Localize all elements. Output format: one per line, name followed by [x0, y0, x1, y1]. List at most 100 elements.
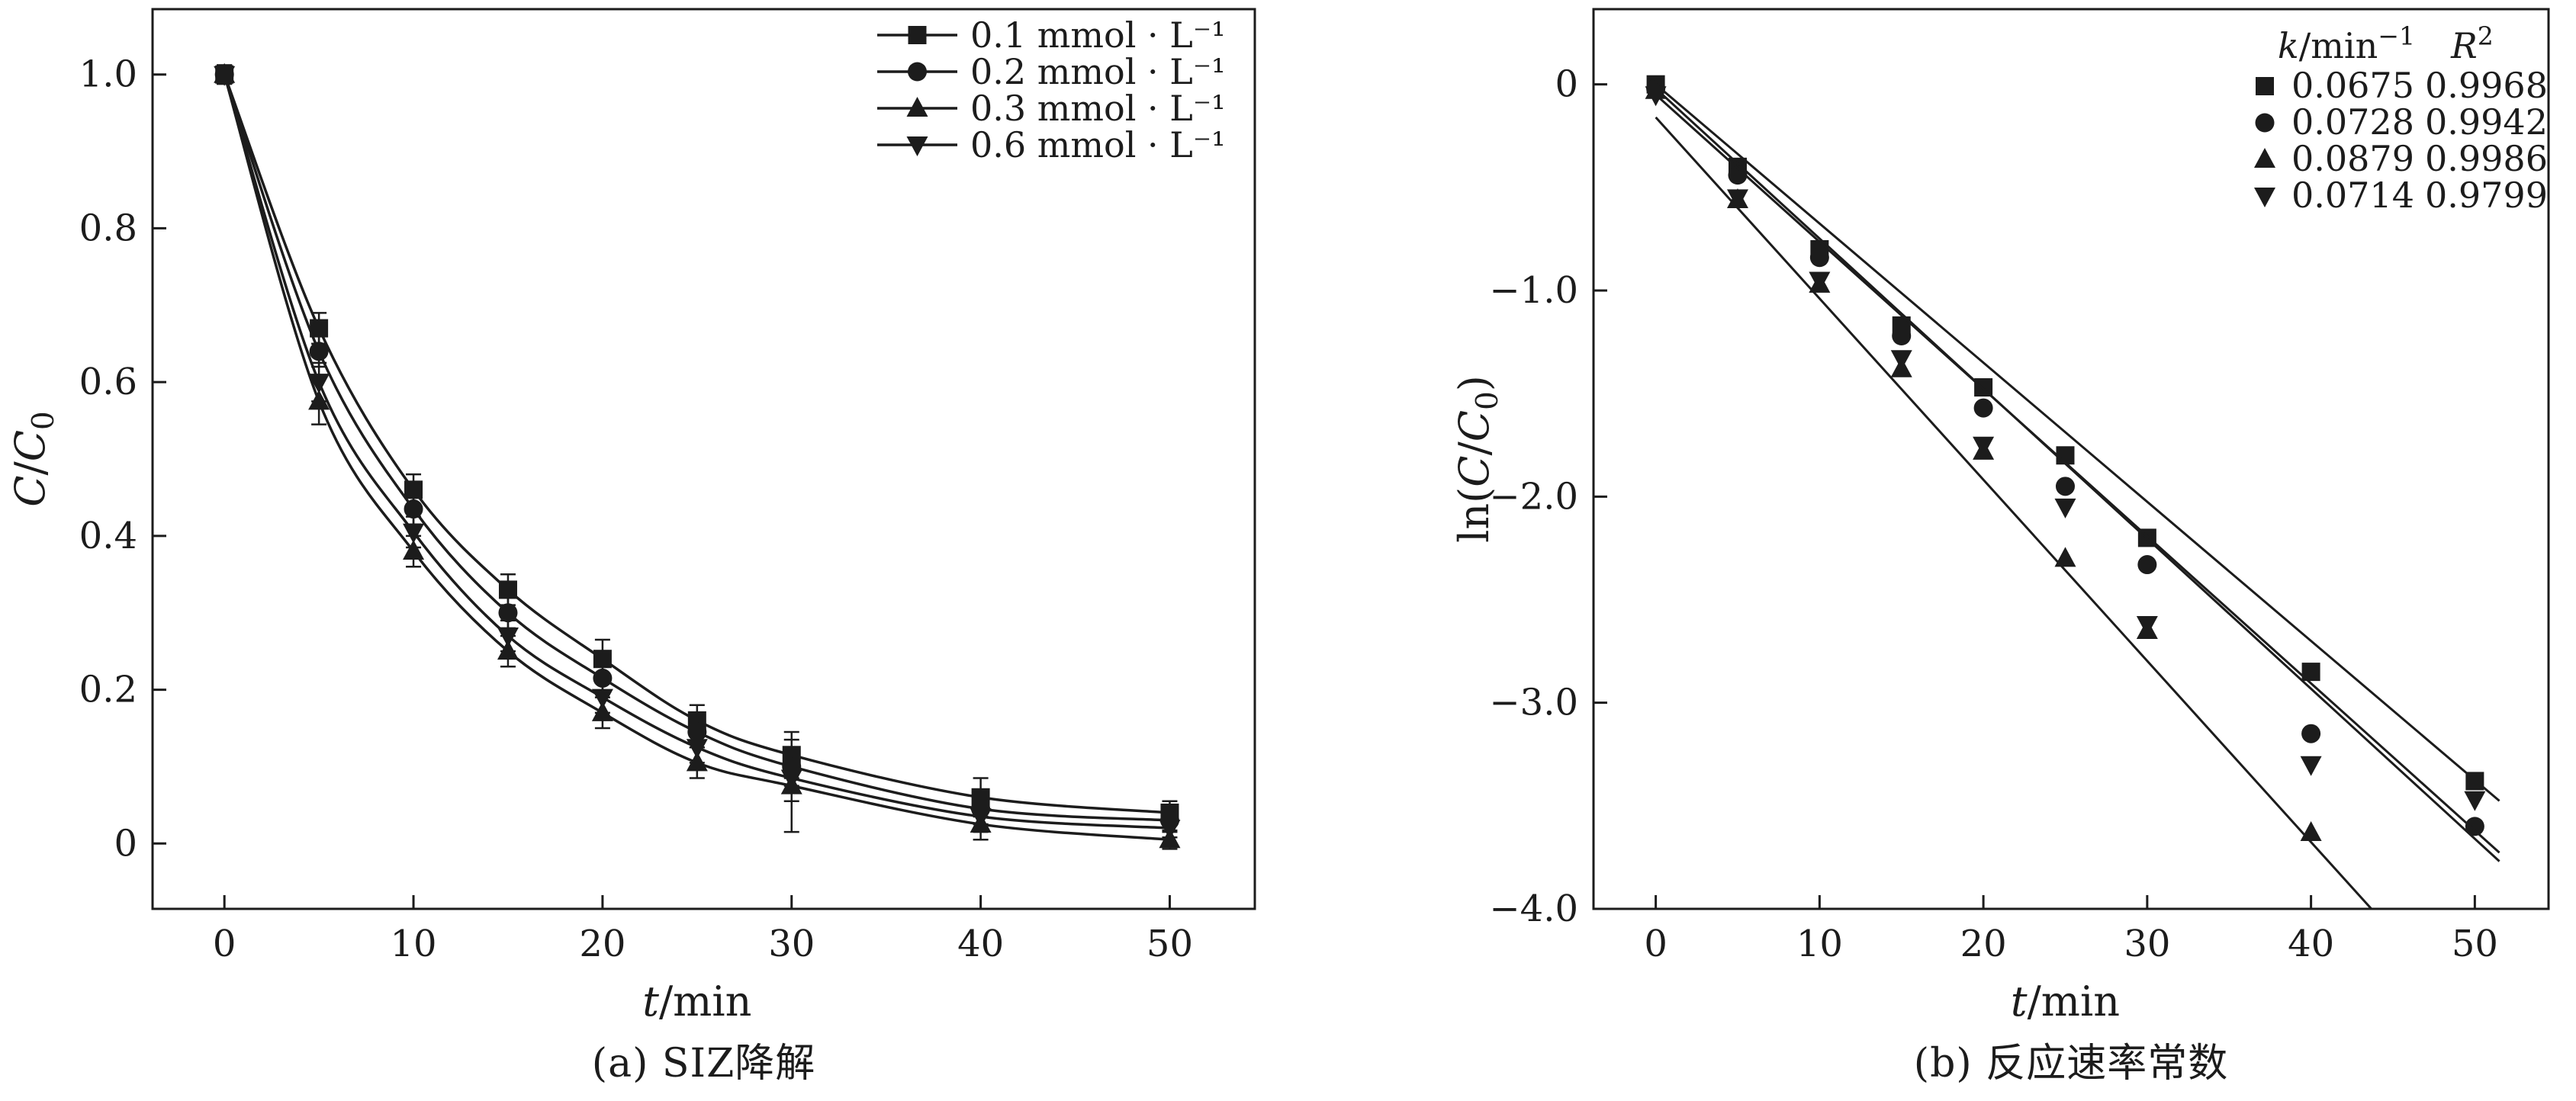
y-tick-label: 0.2 [79, 669, 137, 711]
marker-triangle-down [1890, 350, 1912, 371]
legend-label: 0.1 mmol · L⁻¹ [970, 14, 1226, 56]
legend-r2-value: 0.9799 [2425, 175, 2548, 216]
fit-line [1655, 116, 2372, 910]
marker-circle [908, 62, 927, 82]
marker-circle [1728, 165, 1748, 185]
fit-line [1655, 83, 2500, 802]
x-tick-label: 40 [2288, 923, 2334, 965]
y-axis-label: C/C0 [6, 411, 61, 507]
legend-r2-value: 0.9942 [2425, 101, 2548, 143]
marker-square [498, 580, 517, 599]
y-tick-label: −4.0 [1489, 888, 1578, 930]
x-tick-label: 10 [391, 923, 437, 965]
marker-circle [2137, 555, 2157, 575]
x-tick-label: 30 [768, 923, 815, 965]
x-tick-label: 0 [213, 923, 236, 965]
fit-line [1655, 94, 2500, 854]
legend-k-value: 0.0879 [2291, 138, 2414, 179]
x-tick-label: 40 [957, 923, 1004, 965]
series-triangle-down [1645, 86, 2500, 854]
marker-square [2465, 772, 2484, 791]
marker-triangle-down [308, 374, 330, 394]
marker-circle [1973, 398, 1993, 418]
marker-triangle-down [2254, 188, 2275, 207]
chart-b: 0 10 20 30 40 50 0 −1.0 −2.0 −3.0 −4.0 k/min−1 R2 0.0… [1450, 8, 2550, 1026]
y-tick-label: 0.4 [79, 515, 137, 557]
marker-triangle-down [1809, 271, 1831, 292]
marker-triangle-up [2300, 820, 2322, 841]
marker-square [2256, 77, 2274, 95]
panel-b: 0 10 20 30 40 50 0 −1.0 −2.0 −3.0 −4.0 k/min−1 R2 0.0… [1288, 0, 2576, 1101]
error-bars [217, 64, 1178, 826]
marker-circle [2301, 724, 2321, 743]
marker-triangle-down [214, 66, 236, 86]
marker-triangle-down [403, 523, 425, 544]
x-tick-label: 20 [579, 923, 626, 965]
x-tick-label: 50 [1146, 923, 1193, 965]
axes [1592, 8, 2550, 910]
caption-b: (b) 反应速率常数 [1913, 1041, 2229, 1087]
marker-circle [498, 603, 518, 623]
x-axis-label: t/min [2011, 977, 2120, 1026]
chart-a: 0 10 20 30 40 50 1.0 0.8 0.6 0.4 0.2 0 0.1 mmol · L⁻… [6, 8, 1256, 1026]
y-tick-label: 0.6 [79, 361, 137, 403]
x-tick-label: 0 [1644, 923, 1667, 965]
x-axis-label: t/min [642, 977, 751, 1026]
y-tick-label: −1.0 [1489, 269, 1578, 312]
y-tick-label: −2.0 [1489, 475, 1578, 518]
legend-label: 0.3 mmol · L⁻¹ [970, 88, 1226, 129]
x-tick-label: 50 [2452, 923, 2498, 965]
marker-circle [404, 499, 423, 519]
y-axis-label: ln(C/C0) [1450, 375, 1505, 543]
y-tick-label: 0 [1555, 63, 1578, 106]
marker-triangle-down [686, 739, 708, 759]
panel-a: 0 10 20 30 40 50 1.0 0.8 0.6 0.4 0.2 0 0.1 mmol · L⁻… [6, 8, 1256, 1087]
legend-label: 0.2 mmol · L⁻¹ [970, 51, 1226, 92]
legend-k-value: 0.0714 [2291, 175, 2414, 216]
marker-triangle-down [2136, 615, 2158, 636]
marker-triangle-up [2254, 148, 2275, 168]
series-circle [214, 64, 1179, 833]
error-bars [217, 64, 1178, 833]
legend-header-k: k/min−1 [2278, 21, 2415, 66]
marker-triangle-down [1645, 86, 1667, 107]
legend-label: 0.6 mmol · L⁻¹ [970, 124, 1226, 165]
series-triangle-down [214, 64, 1181, 840]
marker-square [908, 26, 927, 44]
marker-triangle-up [906, 97, 928, 117]
marker-triangle-up [403, 540, 425, 560]
marker-triangle-down [497, 627, 519, 647]
y-tick-label: 0.8 [79, 207, 137, 249]
y-tick-label: 0 [114, 822, 137, 865]
legend-r2-value: 0.9986 [2425, 138, 2548, 179]
marker-triangle-down [1973, 436, 1995, 457]
legend-r2-value: 0.9968 [2425, 65, 2548, 106]
series-line [223, 74, 1170, 814]
marker-triangle-down [2300, 756, 2322, 776]
y-tick-label: 1.0 [79, 53, 137, 96]
marker-circle [309, 342, 329, 361]
marker-triangle-down [906, 136, 928, 156]
y-tick-label: −3.0 [1489, 682, 1578, 724]
marker-triangle-down [1159, 820, 1181, 840]
marker-triangle-down [780, 769, 802, 790]
marker-triangle-down [970, 807, 992, 828]
marker-triangle-up [2054, 547, 2076, 567]
series-square [215, 64, 1179, 826]
marker-circle [1892, 326, 1912, 345]
legend: 0.1 mmol · L⁻¹0.2 mmol · L⁻¹0.3 mmol · L… [877, 14, 1226, 165]
marker-triangle-down [591, 689, 613, 709]
marker-circle [1809, 248, 1829, 268]
x-tick-label: 30 [2124, 923, 2170, 965]
marker-triangle-down [2054, 498, 2076, 518]
legend-k-value: 0.0675 [2291, 65, 2414, 106]
marker-triangle-down [1726, 189, 1748, 210]
marker-circle [2465, 817, 2484, 836]
axes [151, 8, 1256, 910]
x-tick-label: 10 [1796, 923, 1843, 965]
marker-triangle-down [2464, 791, 2486, 811]
x-tick-label: 20 [1960, 923, 2007, 965]
legend-header-r2: R2 [2450, 21, 2494, 66]
